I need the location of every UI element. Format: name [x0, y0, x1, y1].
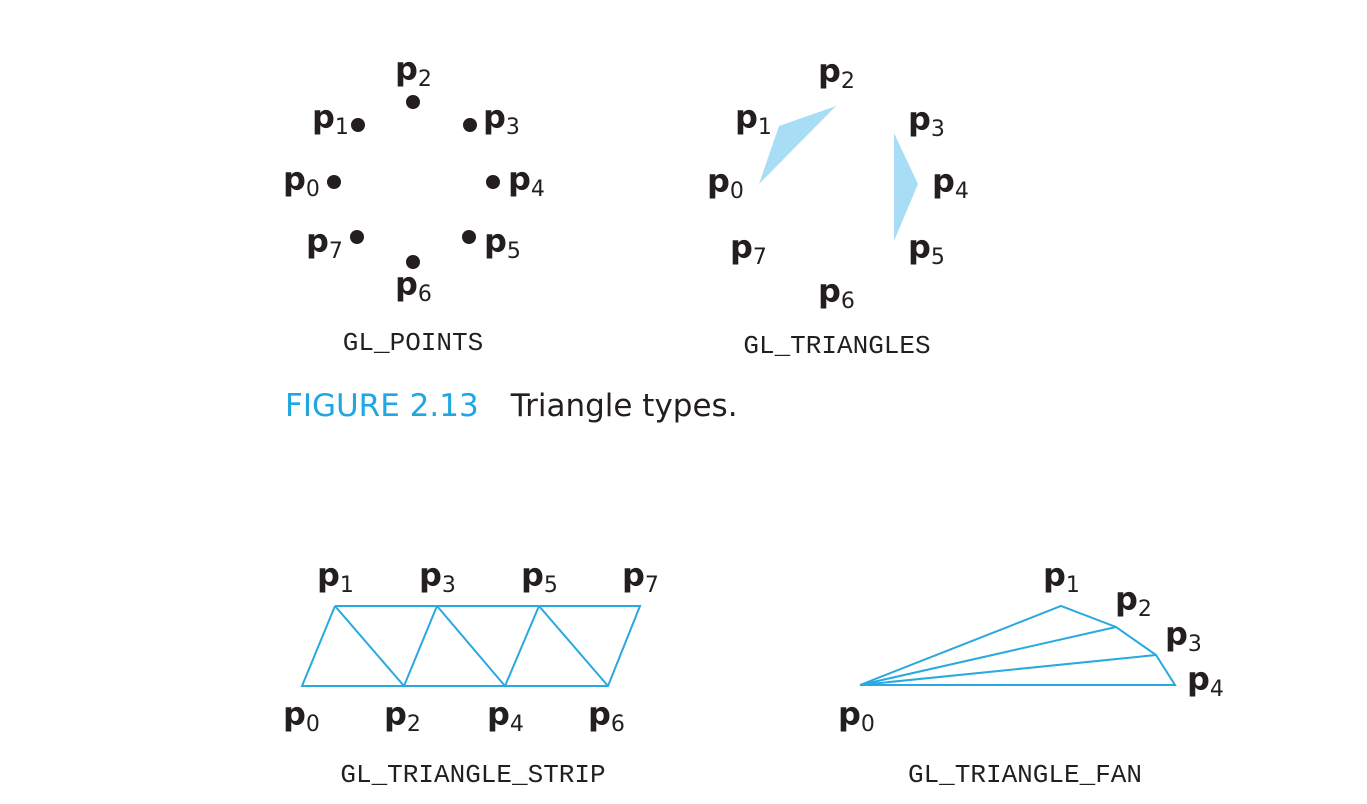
point-p0: [327, 175, 341, 189]
triangles-label-p2: p2: [818, 52, 855, 94]
point-p3: [463, 118, 477, 132]
triangle-p3-p4-p5: [894, 133, 918, 241]
strip-edge-p5-p6: [538, 605, 609, 687]
strip-edge-p1-p2: [334, 605, 405, 687]
points-label-p5: p5: [484, 222, 521, 264]
strip-label-p7: p7: [622, 556, 659, 598]
strip-edge-p2-p3: [403, 605, 438, 687]
strip-caption: GL_TRIANGLE_STRIP: [340, 760, 605, 790]
point-p1: [351, 118, 365, 132]
points-label-p6: p6: [395, 265, 432, 307]
fan-label-p1: p1: [1043, 556, 1080, 598]
figure-caption-text: Triangle types.: [510, 388, 738, 424]
points-label-p7: p7: [306, 222, 343, 264]
strip-edge-p4-p5: [504, 605, 540, 687]
triangles-label-p7: p7: [730, 228, 767, 270]
strip-panel: p1 p3 p5 p7 p0 p2 p4 p6 GL_TRIANGLE_STRI…: [283, 556, 659, 790]
strip-label-p4: p4: [487, 695, 524, 737]
triangles-label-p3: p3: [908, 100, 945, 142]
triangles-label-p6: p6: [818, 272, 855, 314]
figure-number: FIGURE 2.13: [285, 388, 479, 424]
strip-label-p2: p2: [384, 695, 421, 737]
strip-label-p1: p1: [317, 556, 354, 598]
points-caption: GL_POINTS: [343, 328, 483, 358]
strip-label-p5: p5: [521, 556, 558, 598]
fan-edge-p0-p2: [859, 626, 1117, 686]
fan-label-p0: p0: [838, 695, 875, 737]
point-p2: [406, 95, 420, 109]
fan-outline: [859, 604, 1177, 686]
points-label-p3: p3: [483, 98, 520, 140]
strip-edge-p3-p4: [436, 605, 506, 687]
fan-label-p2: p2: [1115, 580, 1152, 622]
points-label-p4: p4: [508, 160, 545, 202]
triangles-label-p5: p5: [908, 228, 945, 270]
fan-label-p4: p4: [1187, 660, 1224, 702]
points-label-p2: p2: [395, 50, 432, 92]
triangles-label-p0: p0: [707, 162, 744, 204]
point-p7: [350, 230, 364, 244]
points-label-p0: p0: [283, 160, 320, 202]
strip-label-p3: p3: [419, 556, 456, 598]
fan-edge-p0-p3: [859, 654, 1157, 686]
triangles-label-p4: p4: [932, 162, 969, 204]
triangles-caption: GL_TRIANGLES: [743, 331, 930, 361]
triangles-panel: p2 p1 p3 p0 p4 p7 p5 p6 GL_TRIANGLES: [707, 52, 969, 361]
points-label-p1: p1: [312, 98, 349, 140]
triangle-p0-p1-p2: [759, 106, 836, 184]
figure-caption: FIGURE 2.13 Triangle types.: [285, 388, 738, 424]
fan-label-p3: p3: [1165, 615, 1202, 657]
point-p6: [406, 255, 420, 269]
fan-panel: p1 p2 p3 p4 p0 GL_TRIANGLE_FAN: [838, 556, 1224, 790]
triangles-label-p1: p1: [735, 98, 772, 140]
point-p4: [486, 175, 500, 189]
fan-caption: GL_TRIANGLE_FAN: [908, 760, 1142, 790]
strip-label-p6: p6: [588, 695, 625, 737]
point-p5: [462, 230, 476, 244]
strip-label-p0: p0: [283, 695, 320, 737]
points-panel: p2 p1 p3 p0 p4 p7 p5 p6 GL_POINTS: [283, 50, 545, 358]
